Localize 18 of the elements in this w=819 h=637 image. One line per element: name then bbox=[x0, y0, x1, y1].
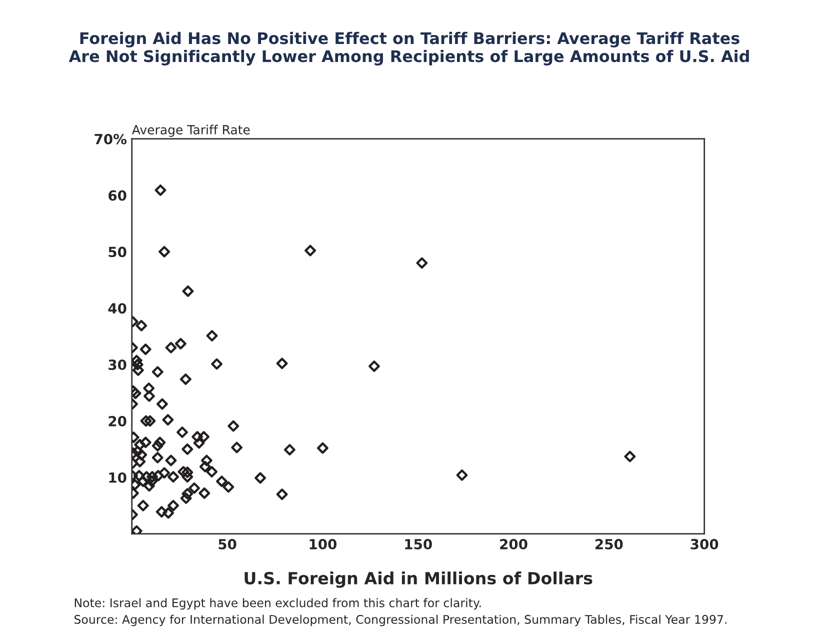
chart-title: Foreign Aid Has No Positive Effect on Tariff Barriers: Average Tariff Rates Are Not Significantly Lower Among Recipients of Large Amounts of U.S. Aid bbox=[68, 32, 749, 66]
y-tick-label: 20 bbox=[108, 416, 126, 426]
x-tick-label: 100 bbox=[310, 538, 337, 550]
text: Note: Israel and Egypt have been excluded from this chart for clarity. bbox=[74, 598, 481, 610]
y-tick-label: 50 bbox=[108, 246, 126, 258]
y-tick-label: 70% bbox=[94, 134, 127, 144]
x-tick-label: 150 bbox=[405, 538, 432, 550]
x-tick-label: 50 bbox=[218, 538, 236, 550]
y-tick-label: 10 bbox=[109, 472, 126, 483]
y-axis-title: Average Tariff Rate bbox=[132, 124, 250, 137]
y-tick-label: 60 bbox=[108, 190, 126, 201]
y-tick-label: 30 bbox=[108, 360, 126, 370]
x-axis-title: U.S. Foreign Aid in Millions of Dollars bbox=[244, 572, 592, 588]
x-tick-label: 300 bbox=[690, 538, 718, 550]
source-note: Source: Agency for International Development, Congressional Presentation, Summary Tables, Fiscal Year 1997. bbox=[74, 614, 726, 626]
x-tick-label: 250 bbox=[596, 538, 623, 550]
y-tick-label: 40 bbox=[108, 303, 126, 314]
x-tick-label: 200 bbox=[500, 538, 528, 550]
